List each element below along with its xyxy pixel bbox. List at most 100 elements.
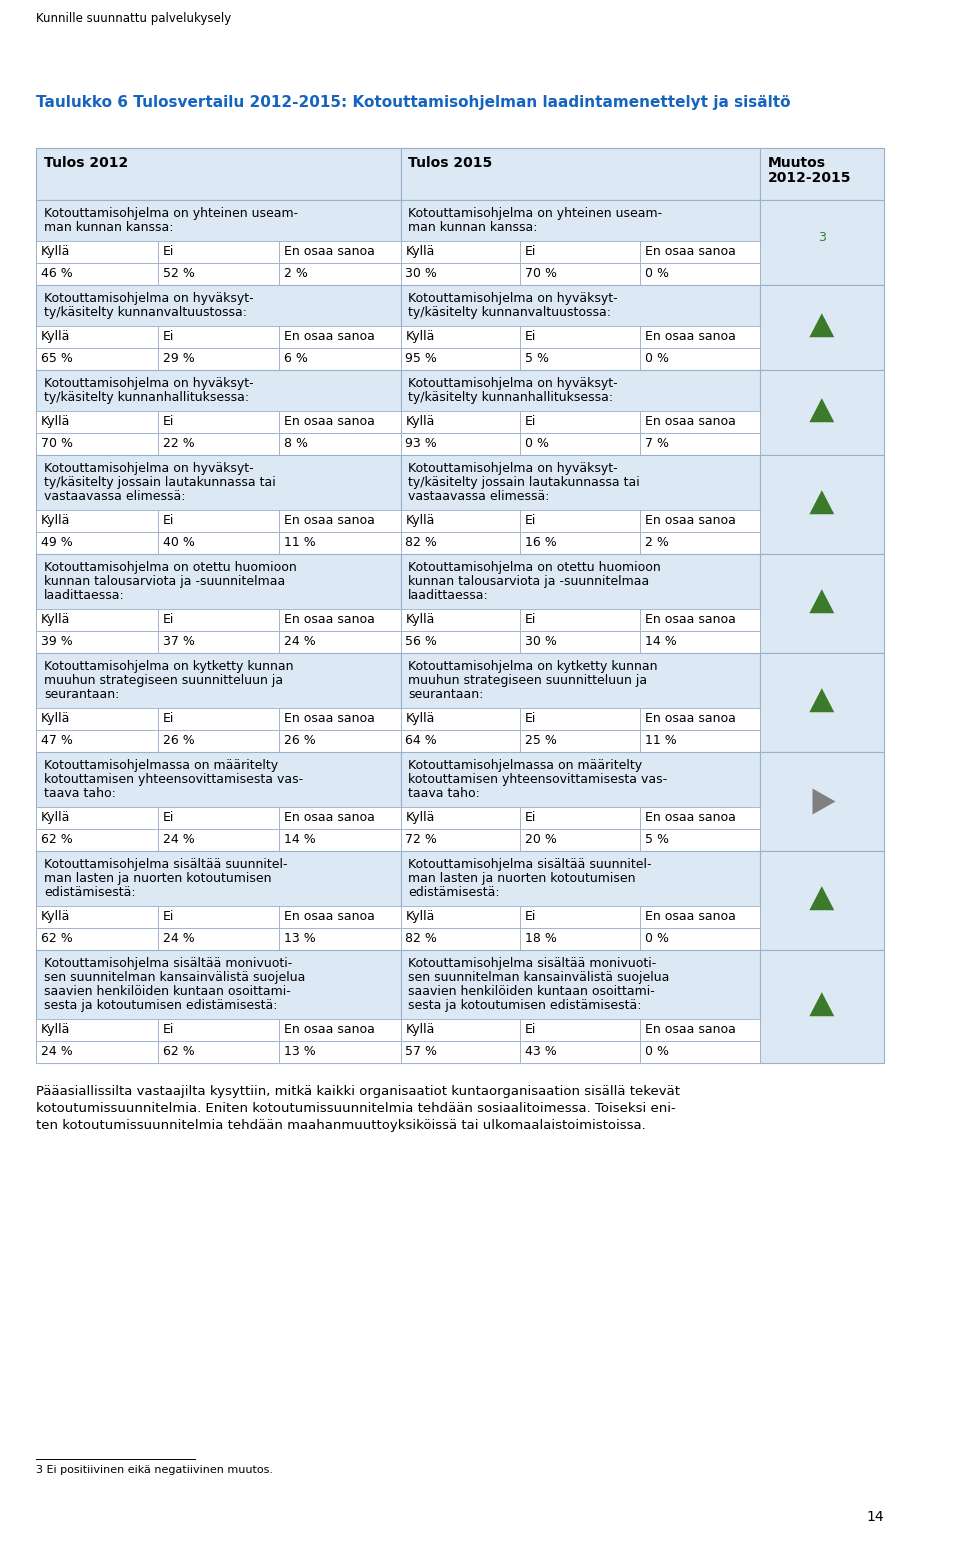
Text: Kotouttamisohjelma on otettu huomioon: Kotouttamisohjelma on otettu huomioon — [408, 561, 661, 573]
Text: kotouttamisen yhteensovittamisesta vas-: kotouttamisen yhteensovittamisesta vas- — [408, 772, 667, 786]
Text: 6 %: 6 % — [284, 353, 308, 365]
Bar — [36, 510, 157, 531]
Text: Kyllä: Kyllä — [405, 415, 435, 427]
Bar — [157, 434, 279, 455]
Text: Ei: Ei — [525, 712, 537, 726]
Text: 13 %: 13 % — [284, 1044, 316, 1058]
Text: En osaa sanoa: En osaa sanoa — [284, 811, 374, 824]
Bar — [279, 807, 400, 828]
Bar — [520, 510, 640, 531]
Text: 26 %: 26 % — [284, 733, 316, 747]
Text: Ei: Ei — [162, 246, 174, 258]
Bar — [400, 653, 760, 752]
Text: 64 %: 64 % — [405, 733, 437, 747]
Text: sen suunnitelman kansainvälistä suojelua: sen suunnitelman kansainvälistä suojelua — [408, 971, 670, 984]
Bar — [640, 531, 760, 553]
Bar — [36, 1019, 157, 1041]
Bar — [279, 828, 400, 852]
Text: 2 %: 2 % — [284, 267, 308, 280]
Bar — [520, 709, 640, 730]
Text: 37 %: 37 % — [162, 636, 195, 648]
Bar — [36, 326, 157, 348]
Bar — [400, 949, 760, 1063]
Text: 0 %: 0 % — [645, 267, 669, 280]
Text: En osaa sanoa: En osaa sanoa — [284, 329, 374, 343]
Bar — [400, 370, 760, 455]
Text: 49 %: 49 % — [41, 536, 73, 549]
Bar — [400, 348, 520, 370]
Text: 82 %: 82 % — [405, 932, 437, 945]
Text: En osaa sanoa: En osaa sanoa — [284, 514, 374, 527]
Text: Tulos 2012: Tulos 2012 — [44, 155, 129, 169]
Bar — [520, 348, 640, 370]
Text: Kyllä: Kyllä — [405, 911, 435, 923]
Bar — [36, 1041, 157, 1063]
Text: 56 %: 56 % — [405, 636, 437, 648]
Text: Kotouttamisohjelma on hyväksyt-: Kotouttamisohjelma on hyväksyt- — [408, 292, 618, 305]
Text: 52 %: 52 % — [162, 267, 195, 280]
Text: Kyllä: Kyllä — [41, 712, 71, 726]
Text: En osaa sanoa: En osaa sanoa — [284, 1023, 374, 1037]
Text: Kyllä: Kyllä — [405, 246, 435, 258]
Text: Kotouttamisohjelma on hyväksyt-: Kotouttamisohjelma on hyväksyt- — [44, 292, 253, 305]
Bar — [157, 631, 279, 653]
Text: Ei: Ei — [525, 246, 537, 258]
Bar — [640, 730, 760, 752]
Text: Kyllä: Kyllä — [405, 329, 435, 343]
Bar — [36, 455, 400, 553]
Bar — [36, 828, 157, 852]
Text: ty/käsitelty kunnanhallituksessa:: ty/käsitelty kunnanhallituksessa: — [408, 392, 613, 404]
Bar — [640, 1019, 760, 1041]
Text: Ei: Ei — [525, 811, 537, 824]
Bar — [640, 434, 760, 455]
Bar — [279, 609, 400, 631]
Text: seurantaan:: seurantaan: — [44, 688, 119, 701]
Text: 3: 3 — [818, 232, 826, 244]
Text: 72 %: 72 % — [405, 833, 437, 845]
Bar — [157, 928, 279, 949]
Bar — [36, 852, 400, 949]
Text: Taulukko 6 Tulosvertailu 2012-2015: Kotouttamisohjelman laadintamenettelyt ja si: Taulukko 6 Tulosvertailu 2012-2015: Koto… — [36, 95, 791, 110]
Text: 8 %: 8 % — [284, 437, 308, 451]
Bar — [640, 410, 760, 434]
Text: Kotouttamisohjelma on yhteinen useam-: Kotouttamisohjelma on yhteinen useam- — [44, 207, 299, 221]
Bar — [36, 906, 157, 928]
Bar — [640, 828, 760, 852]
Bar — [400, 326, 520, 348]
Bar — [520, 609, 640, 631]
Text: En osaa sanoa: En osaa sanoa — [645, 329, 736, 343]
Text: Kunnille suunnattu palvelukysely: Kunnille suunnattu palvelukysely — [36, 12, 231, 25]
Text: 65 %: 65 % — [41, 353, 73, 365]
Text: 24 %: 24 % — [162, 833, 194, 845]
Bar — [760, 200, 883, 284]
Bar — [279, 906, 400, 928]
Bar — [400, 631, 520, 653]
Text: taava taho:: taava taho: — [408, 786, 480, 800]
Bar — [36, 284, 400, 370]
Bar — [640, 348, 760, 370]
Bar — [279, 348, 400, 370]
Bar — [36, 709, 157, 730]
Bar — [36, 531, 157, 553]
Text: 5 %: 5 % — [525, 353, 549, 365]
Text: Kotouttamisohjelma on hyväksyt-: Kotouttamisohjelma on hyväksyt- — [44, 462, 253, 476]
Text: ty/käsitelty jossain lautakunnassa tai: ty/käsitelty jossain lautakunnassa tai — [408, 476, 640, 490]
Text: 3 Ei positiivinen eikä negatiivinen muutos.: 3 Ei positiivinen eikä negatiivinen muut… — [36, 1465, 274, 1475]
Bar — [760, 284, 883, 370]
Text: Kotouttamisohjelmassa on määritelty: Kotouttamisohjelmassa on määritelty — [408, 758, 642, 772]
Bar — [36, 609, 157, 631]
Text: En osaa sanoa: En osaa sanoa — [284, 612, 374, 626]
Bar — [400, 284, 760, 370]
Bar — [400, 455, 760, 553]
Bar — [520, 531, 640, 553]
Text: Kotouttamisohjelma sisältää monivuoti-: Kotouttamisohjelma sisältää monivuoti- — [408, 957, 657, 970]
Text: 0 %: 0 % — [525, 437, 549, 451]
Text: sesta ja kotoutumisen edistämisestä:: sesta ja kotoutumisen edistämisestä: — [44, 999, 277, 1012]
Text: Kyllä: Kyllä — [41, 246, 71, 258]
Text: 40 %: 40 % — [162, 536, 195, 549]
Bar — [36, 200, 400, 284]
Bar — [400, 200, 760, 284]
Text: 0 %: 0 % — [645, 353, 669, 365]
Text: 11 %: 11 % — [645, 733, 677, 747]
Text: 0 %: 0 % — [645, 1044, 669, 1058]
